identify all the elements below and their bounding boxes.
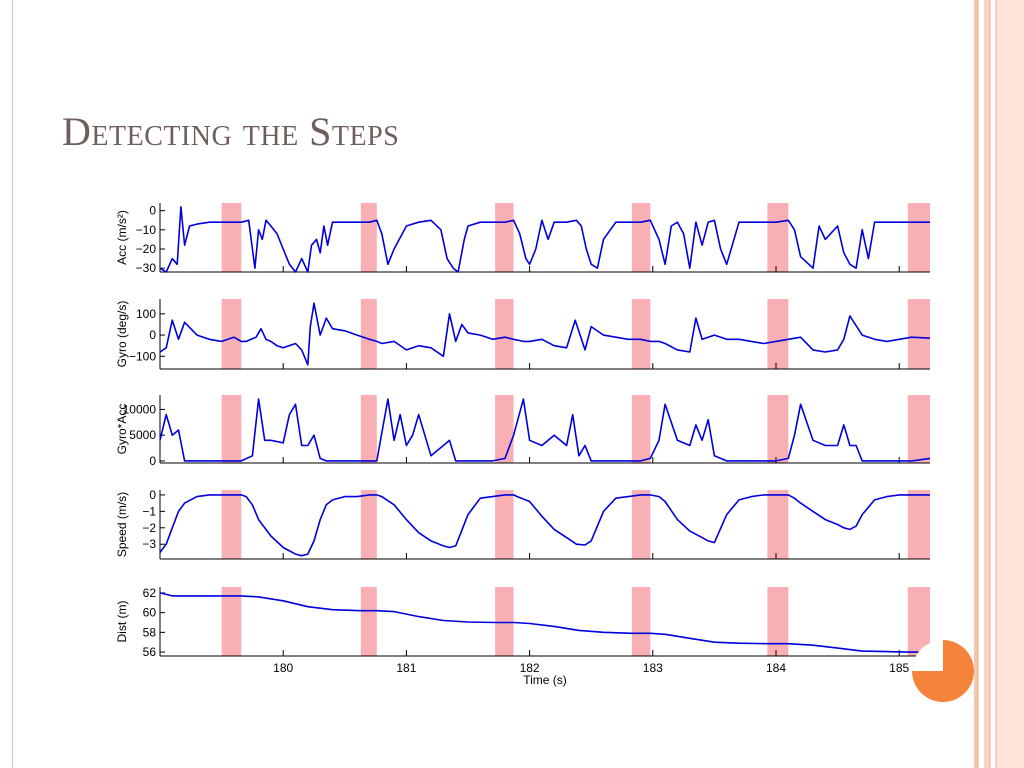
stance-band — [767, 395, 789, 463]
y-tick-label: 56 — [143, 645, 157, 659]
slide-title: Detecting the Steps — [62, 109, 400, 154]
stance-band — [907, 299, 930, 369]
panel-gyro-acc: 10000 5000 0 Gyro*Acc — [115, 395, 931, 468]
y-tick-label: −30 — [136, 261, 157, 275]
stance-band — [907, 587, 930, 656]
x-tick-label: 185 — [889, 661, 909, 675]
y-axis-label: Acc (m/s²) — [115, 210, 129, 265]
y-axis-label: Dist (m) — [115, 601, 129, 643]
slide-right-border — [974, 0, 1024, 768]
x-axis-label: Time (s) — [523, 673, 567, 687]
stance-band — [631, 203, 651, 272]
series-line-gyro — [159, 302, 931, 366]
series-line-speed — [159, 494, 930, 557]
stance-band — [495, 490, 514, 559]
stance-band — [221, 587, 242, 656]
y-tick-label: −2 — [142, 521, 156, 535]
x-tick-label: 184 — [766, 661, 786, 675]
stance-band — [631, 490, 651, 559]
stance-band — [360, 299, 377, 369]
y-tick-label: 0 — [149, 328, 156, 342]
y-tick-label: 0 — [149, 454, 156, 468]
series-line-dist — [159, 592, 930, 653]
y-axis-label: Gyro*Acc — [115, 404, 129, 455]
panel-dist: 62 60 58 56 Dist (m) 180 181 182 183 184 185 Time (… — [115, 586, 930, 687]
y-tick-label: −100 — [129, 349, 156, 363]
y-axis-label: Speed (m/s) — [115, 492, 129, 557]
stance-band — [360, 490, 377, 559]
y-tick-label: 5000 — [129, 428, 156, 442]
stance-band — [360, 203, 377, 272]
stance-band — [221, 395, 242, 463]
stance-band — [907, 490, 930, 559]
slide-left-border — [0, 0, 13, 768]
stance-band — [495, 299, 514, 369]
x-tick-label: 181 — [396, 661, 416, 675]
y-tick-label: 0 — [149, 204, 156, 218]
stance-band — [221, 203, 242, 272]
y-tick-label: 100 — [136, 307, 156, 321]
panel-speed: 0 −1 −2 −3 Speed (m/s) — [115, 488, 930, 560]
stance-band — [495, 203, 514, 272]
y-axis-label: Gyro (deg/s) — [115, 301, 129, 368]
stance-band — [360, 395, 377, 463]
step-detection-figure: 0 −10 −20 −30 Acc (m/s²) 100 0 −100 Gyro (deg/s)… — [100, 195, 940, 690]
stance-band — [767, 299, 789, 369]
series-line-acc — [159, 206, 930, 273]
stance-band — [767, 490, 789, 559]
panel-acc: 0 −10 −20 −30 Acc (m/s²) — [115, 203, 930, 275]
x-tick-label: 182 — [520, 661, 540, 675]
y-tick-label: 60 — [143, 606, 157, 620]
x-tick-label: 183 — [643, 661, 663, 675]
stance-band — [495, 587, 514, 656]
y-tick-label: −1 — [142, 504, 156, 518]
stance-band — [631, 299, 651, 369]
y-tick-label: −20 — [136, 242, 157, 256]
y-tick-label: 10000 — [123, 402, 157, 416]
y-tick-label: −3 — [142, 537, 156, 551]
stance-band — [767, 587, 789, 656]
stance-band — [495, 395, 514, 463]
y-tick-label: 58 — [143, 625, 157, 639]
stance-band — [631, 395, 651, 463]
y-tick-label: 0 — [149, 488, 156, 502]
stance-band — [907, 395, 930, 463]
x-tick-label: 180 — [273, 661, 293, 675]
stance-band — [221, 490, 242, 559]
stance-band — [767, 203, 789, 272]
stance-band — [221, 299, 242, 369]
series-line-gyro-acc — [159, 398, 931, 462]
y-tick-label: 62 — [143, 586, 157, 600]
slide-corner-marker — [912, 640, 974, 702]
stance-band — [907, 203, 930, 272]
stance-band — [360, 587, 377, 656]
y-tick-label: −10 — [136, 223, 157, 237]
stance-band — [631, 587, 651, 656]
